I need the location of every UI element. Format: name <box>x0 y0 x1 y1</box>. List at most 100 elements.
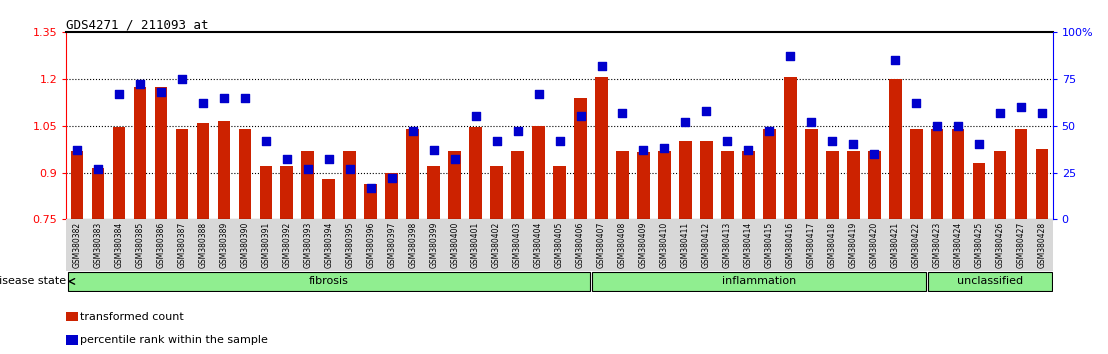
Point <box>173 76 191 81</box>
Bar <box>637 152 649 219</box>
Point <box>320 156 338 162</box>
Bar <box>92 168 104 219</box>
Point <box>844 142 862 147</box>
FancyBboxPatch shape <box>68 272 589 291</box>
Text: percentile rank within the sample: percentile rank within the sample <box>81 335 268 345</box>
Point <box>509 129 526 134</box>
Bar <box>973 163 985 219</box>
Point <box>656 145 674 151</box>
Point <box>1034 110 1051 115</box>
Bar <box>910 129 923 219</box>
Point <box>677 119 695 125</box>
Bar <box>196 122 209 219</box>
Point <box>971 142 988 147</box>
Point <box>635 147 653 153</box>
Bar <box>763 129 776 219</box>
Bar <box>217 121 230 219</box>
Bar <box>806 129 818 219</box>
Text: inflammation: inflammation <box>721 276 796 286</box>
Point <box>341 166 359 172</box>
Bar <box>113 127 125 219</box>
Bar <box>595 77 608 219</box>
Point <box>950 123 967 129</box>
Bar <box>407 129 419 219</box>
Point <box>194 100 212 106</box>
Bar <box>301 151 314 219</box>
Bar <box>511 151 524 219</box>
Bar <box>721 151 733 219</box>
Bar <box>155 87 167 219</box>
Point <box>886 57 904 63</box>
Bar <box>825 151 839 219</box>
Point <box>257 138 275 143</box>
Bar <box>679 141 691 219</box>
Bar <box>700 141 712 219</box>
Bar <box>491 166 503 219</box>
Bar <box>784 77 797 219</box>
Bar <box>742 151 755 219</box>
Bar <box>574 98 587 219</box>
Point <box>760 129 778 134</box>
Text: unclassified: unclassified <box>956 276 1023 286</box>
FancyBboxPatch shape <box>592 272 925 291</box>
Bar <box>1036 149 1048 219</box>
Point <box>152 89 170 95</box>
Bar <box>343 151 356 219</box>
Point <box>362 185 380 190</box>
Point <box>781 53 799 59</box>
Point <box>445 156 463 162</box>
Point <box>802 119 820 125</box>
Bar <box>847 151 860 219</box>
Point <box>992 110 1009 115</box>
Text: disease state: disease state <box>0 276 66 286</box>
Point <box>865 151 883 156</box>
Point <box>68 147 85 153</box>
Text: fibrosis: fibrosis <box>309 276 349 286</box>
Point <box>823 138 841 143</box>
Point <box>215 95 233 101</box>
Point <box>383 175 401 181</box>
Point <box>907 100 925 106</box>
Bar <box>952 129 964 219</box>
Point <box>572 113 589 119</box>
Bar <box>322 179 335 219</box>
Bar <box>889 79 902 219</box>
Bar <box>280 166 294 219</box>
Point <box>278 156 296 162</box>
Point <box>614 110 632 115</box>
Text: transformed count: transformed count <box>81 312 184 322</box>
Point <box>530 91 547 97</box>
Point <box>403 129 421 134</box>
Point <box>739 147 757 153</box>
Bar <box>1015 129 1027 219</box>
Bar <box>134 87 146 219</box>
Bar <box>66 336 78 345</box>
Point <box>718 138 736 143</box>
Point <box>89 166 106 172</box>
Bar <box>658 151 670 219</box>
Bar <box>470 127 482 219</box>
Point <box>236 95 254 101</box>
Point <box>1013 104 1030 110</box>
Bar <box>428 166 440 219</box>
Bar <box>238 129 252 219</box>
Point <box>299 166 317 172</box>
Point <box>593 63 611 68</box>
FancyBboxPatch shape <box>927 272 1051 291</box>
Bar <box>553 166 566 219</box>
Bar <box>994 151 1006 219</box>
Point <box>466 113 484 119</box>
Point <box>698 108 716 114</box>
Bar <box>66 312 78 321</box>
Bar <box>532 126 545 219</box>
Bar <box>386 173 398 219</box>
Bar <box>449 151 461 219</box>
Bar <box>365 183 377 219</box>
Bar <box>175 129 188 219</box>
Bar <box>931 129 944 219</box>
Bar <box>259 166 273 219</box>
Bar <box>616 151 628 219</box>
Point <box>488 138 505 143</box>
Text: GDS4271 / 211093_at: GDS4271 / 211093_at <box>66 18 209 31</box>
Bar <box>868 151 881 219</box>
